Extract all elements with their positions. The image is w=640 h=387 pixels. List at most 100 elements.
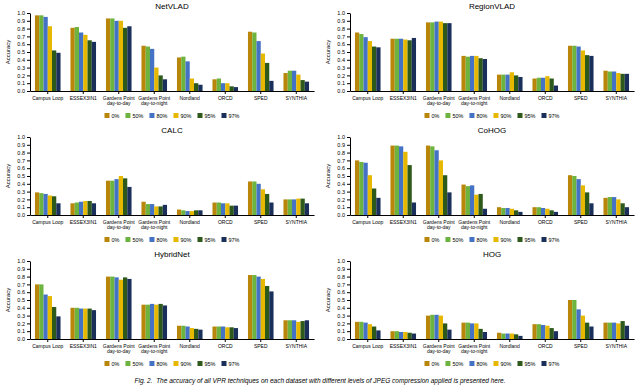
bar — [305, 320, 309, 339]
bar-series — [35, 181, 288, 215]
bar — [269, 81, 273, 91]
tick: 0.4 — [17, 181, 30, 187]
legend-label: 90% — [500, 237, 511, 243]
tick-mark — [260, 215, 261, 218]
bar — [434, 150, 438, 215]
bar — [470, 56, 474, 91]
tick: ORCD — [538, 339, 553, 349]
bar — [185, 211, 189, 215]
tick: 0.8 — [337, 26, 350, 32]
tick-mark — [438, 339, 439, 342]
bar — [608, 197, 612, 215]
bar — [608, 323, 612, 339]
tick-mark — [225, 215, 226, 218]
tick-label: 0.7 — [337, 34, 345, 40]
bar — [550, 210, 554, 215]
bar — [43, 295, 47, 339]
y-axis: 0.00.10.20.30.40.50.60.70.80.91.0 — [337, 258, 350, 342]
legend-item: 97% — [542, 237, 560, 243]
subplot-title: HybridNet — [154, 250, 190, 259]
tick-label: 0.0 — [17, 336, 25, 342]
tick-label: 0.6 — [17, 41, 25, 47]
legend-swatch — [469, 361, 474, 366]
bar-series — [368, 22, 621, 91]
tick-mark — [27, 300, 30, 301]
bar-series — [48, 176, 301, 215]
tick-mark — [27, 207, 30, 208]
tick-mark — [27, 83, 30, 84]
tick-mark — [347, 331, 350, 332]
bar — [359, 34, 363, 91]
tick: SPED — [574, 339, 588, 349]
bar — [479, 194, 483, 215]
tick: 0.0 — [17, 88, 30, 94]
bar — [198, 210, 202, 215]
y-axis: 0.00.10.20.30.40.50.60.70.80.91.0 — [337, 10, 350, 94]
tick: 0.4 — [337, 305, 350, 311]
legend-item: 90% — [173, 237, 191, 243]
bar-series — [359, 300, 612, 339]
bar — [568, 46, 572, 91]
tick-mark — [47, 91, 48, 94]
tick-label: Campus Loop — [32, 95, 63, 101]
y-axis-title: Accuracy — [325, 288, 331, 313]
bar — [150, 304, 154, 339]
bar — [217, 79, 221, 91]
tick-label: 0.4 — [17, 181, 25, 187]
tick: 0.6 — [337, 165, 350, 171]
tick: SPED — [254, 215, 268, 225]
tick-mark — [27, 339, 30, 340]
tick-label: Gardens Pointday-to-night — [138, 95, 171, 107]
tick: Nordland — [180, 215, 201, 225]
legend-label: 95% — [524, 361, 535, 367]
tick-label: 0.8 — [17, 150, 25, 156]
tick: SYNTHIA — [605, 91, 627, 101]
bar — [616, 323, 620, 339]
tick-mark — [27, 145, 30, 146]
legend-label: 90% — [180, 361, 191, 367]
tick-mark — [27, 277, 30, 278]
bar — [190, 211, 194, 215]
tick-mark — [347, 199, 350, 200]
legend-label: 90% — [180, 237, 191, 243]
bar — [545, 326, 549, 339]
tick: ESSEX3IN1 — [70, 215, 97, 225]
tick-mark — [616, 339, 617, 342]
axis-line — [350, 14, 351, 92]
bar-series — [363, 22, 616, 91]
bar — [212, 203, 216, 215]
bar — [43, 194, 47, 215]
bar — [265, 194, 269, 215]
x-axis: Campus LoopESSEX3IN1Gardens Pointday-to-… — [31, 339, 315, 354]
tick-mark — [27, 29, 30, 30]
bar — [616, 199, 620, 215]
tick: 0.4 — [337, 181, 350, 187]
bar-series — [48, 279, 301, 339]
bar — [408, 333, 412, 339]
tick: Gardens Pointday-to-night — [138, 91, 171, 106]
legend-swatch — [469, 237, 474, 242]
legend-label: 50% — [452, 237, 463, 243]
tick-label: 0.0 — [337, 212, 345, 218]
tick-label: 0.8 — [337, 150, 345, 156]
bar-series — [376, 326, 629, 339]
bar — [572, 176, 576, 215]
tick: 0.3 — [17, 189, 30, 195]
legend-swatch — [125, 361, 130, 366]
bar — [368, 175, 372, 215]
bar — [443, 175, 447, 215]
tick-label: 0.7 — [17, 158, 25, 164]
bar — [518, 212, 522, 215]
tick: 1.0 — [17, 134, 30, 140]
legend-label: 97% — [549, 237, 560, 243]
bar — [70, 308, 74, 339]
bar — [248, 32, 252, 91]
bar — [56, 316, 60, 339]
tick-mark — [27, 215, 30, 216]
tick: 0.9 — [337, 266, 350, 272]
tick-mark — [118, 215, 119, 218]
bar — [234, 206, 238, 215]
bar — [625, 74, 629, 91]
bar — [261, 279, 265, 339]
tick-label: 0.3 — [337, 65, 345, 71]
